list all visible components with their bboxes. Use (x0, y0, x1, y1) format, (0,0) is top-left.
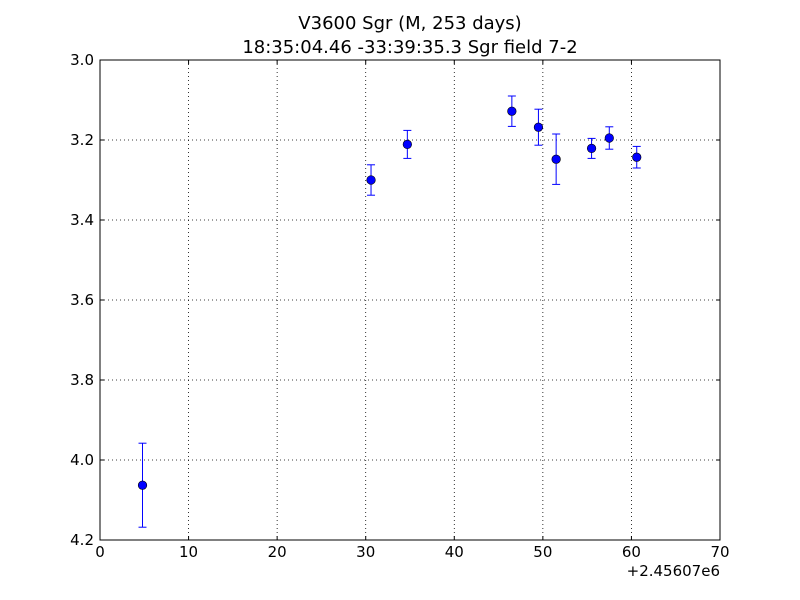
x-tick-label: 50 (533, 543, 552, 561)
y-tick-label: 3.8 (70, 371, 94, 389)
y-tick-label: 3.6 (70, 291, 94, 309)
data-point (507, 106, 517, 116)
y-tick-label: 3.0 (70, 51, 94, 69)
grid-lines (100, 60, 720, 540)
x-axis: 0 10 20 30 40 50 60 70 (95, 60, 730, 561)
data-point (137, 480, 148, 490)
x-tick-label: 70 (710, 543, 729, 561)
data-point (586, 143, 597, 153)
x-tick-label: 0 (95, 543, 105, 561)
data-point (402, 139, 412, 149)
chart-subtitle: 18:35:04.46 -33:39:35.3 Sgr field 7-2 (242, 37, 577, 58)
data-point (604, 133, 614, 143)
y-axis: 3.0 3.2 3.4 3.6 3.8 4.0 4.2 (70, 51, 720, 549)
x-offset-label: +2.45607e6 (627, 562, 720, 580)
data-point (366, 175, 376, 185)
x-tick-label: 30 (356, 543, 375, 561)
y-tick-label: 3.4 (70, 211, 94, 229)
data-points (137, 106, 642, 490)
x-tick-label: 40 (445, 543, 464, 561)
data-point (551, 154, 561, 164)
data-point (632, 152, 642, 162)
y-tick-label: 4.0 (70, 451, 94, 469)
y-tick-label: 4.2 (70, 531, 94, 549)
error-bars (138, 95, 641, 528)
x-tick-label: 10 (179, 543, 198, 561)
data-point (533, 122, 544, 132)
x-tick-label: 60 (622, 543, 641, 561)
chart-title: V3600 Sgr (M, 253 days) (298, 13, 521, 34)
y-tick-label: 3.2 (70, 131, 94, 149)
x-tick-label: 20 (268, 543, 287, 561)
